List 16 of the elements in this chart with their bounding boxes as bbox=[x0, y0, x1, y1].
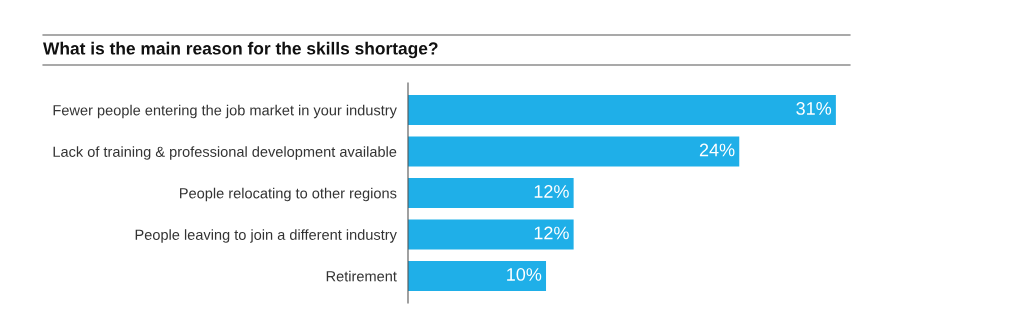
y-tick-label: Lack of training & professional development available bbox=[53, 146, 397, 160]
bar bbox=[408, 95, 836, 125]
y-tick-label: People leaving to join a different industry bbox=[135, 229, 397, 243]
data-label: 31% bbox=[796, 102, 832, 115]
text: What is the main reason for the skills shortage? bbox=[43, 41, 438, 59]
data-label: 12% bbox=[534, 185, 569, 198]
y-tick-label: People relocating to other regions bbox=[180, 187, 397, 202]
bar bbox=[408, 219, 574, 250]
y-tick-label: Fewer people entering the job market in your industry bbox=[53, 104, 397, 119]
bar bbox=[408, 261, 547, 291]
data-label: 24% bbox=[699, 143, 735, 157]
data-label: 12% bbox=[534, 226, 569, 240]
data-label: 10% bbox=[507, 268, 542, 281]
bar bbox=[408, 178, 574, 208]
y-tick-label: Retirement bbox=[326, 270, 397, 282]
bar bbox=[408, 136, 740, 167]
